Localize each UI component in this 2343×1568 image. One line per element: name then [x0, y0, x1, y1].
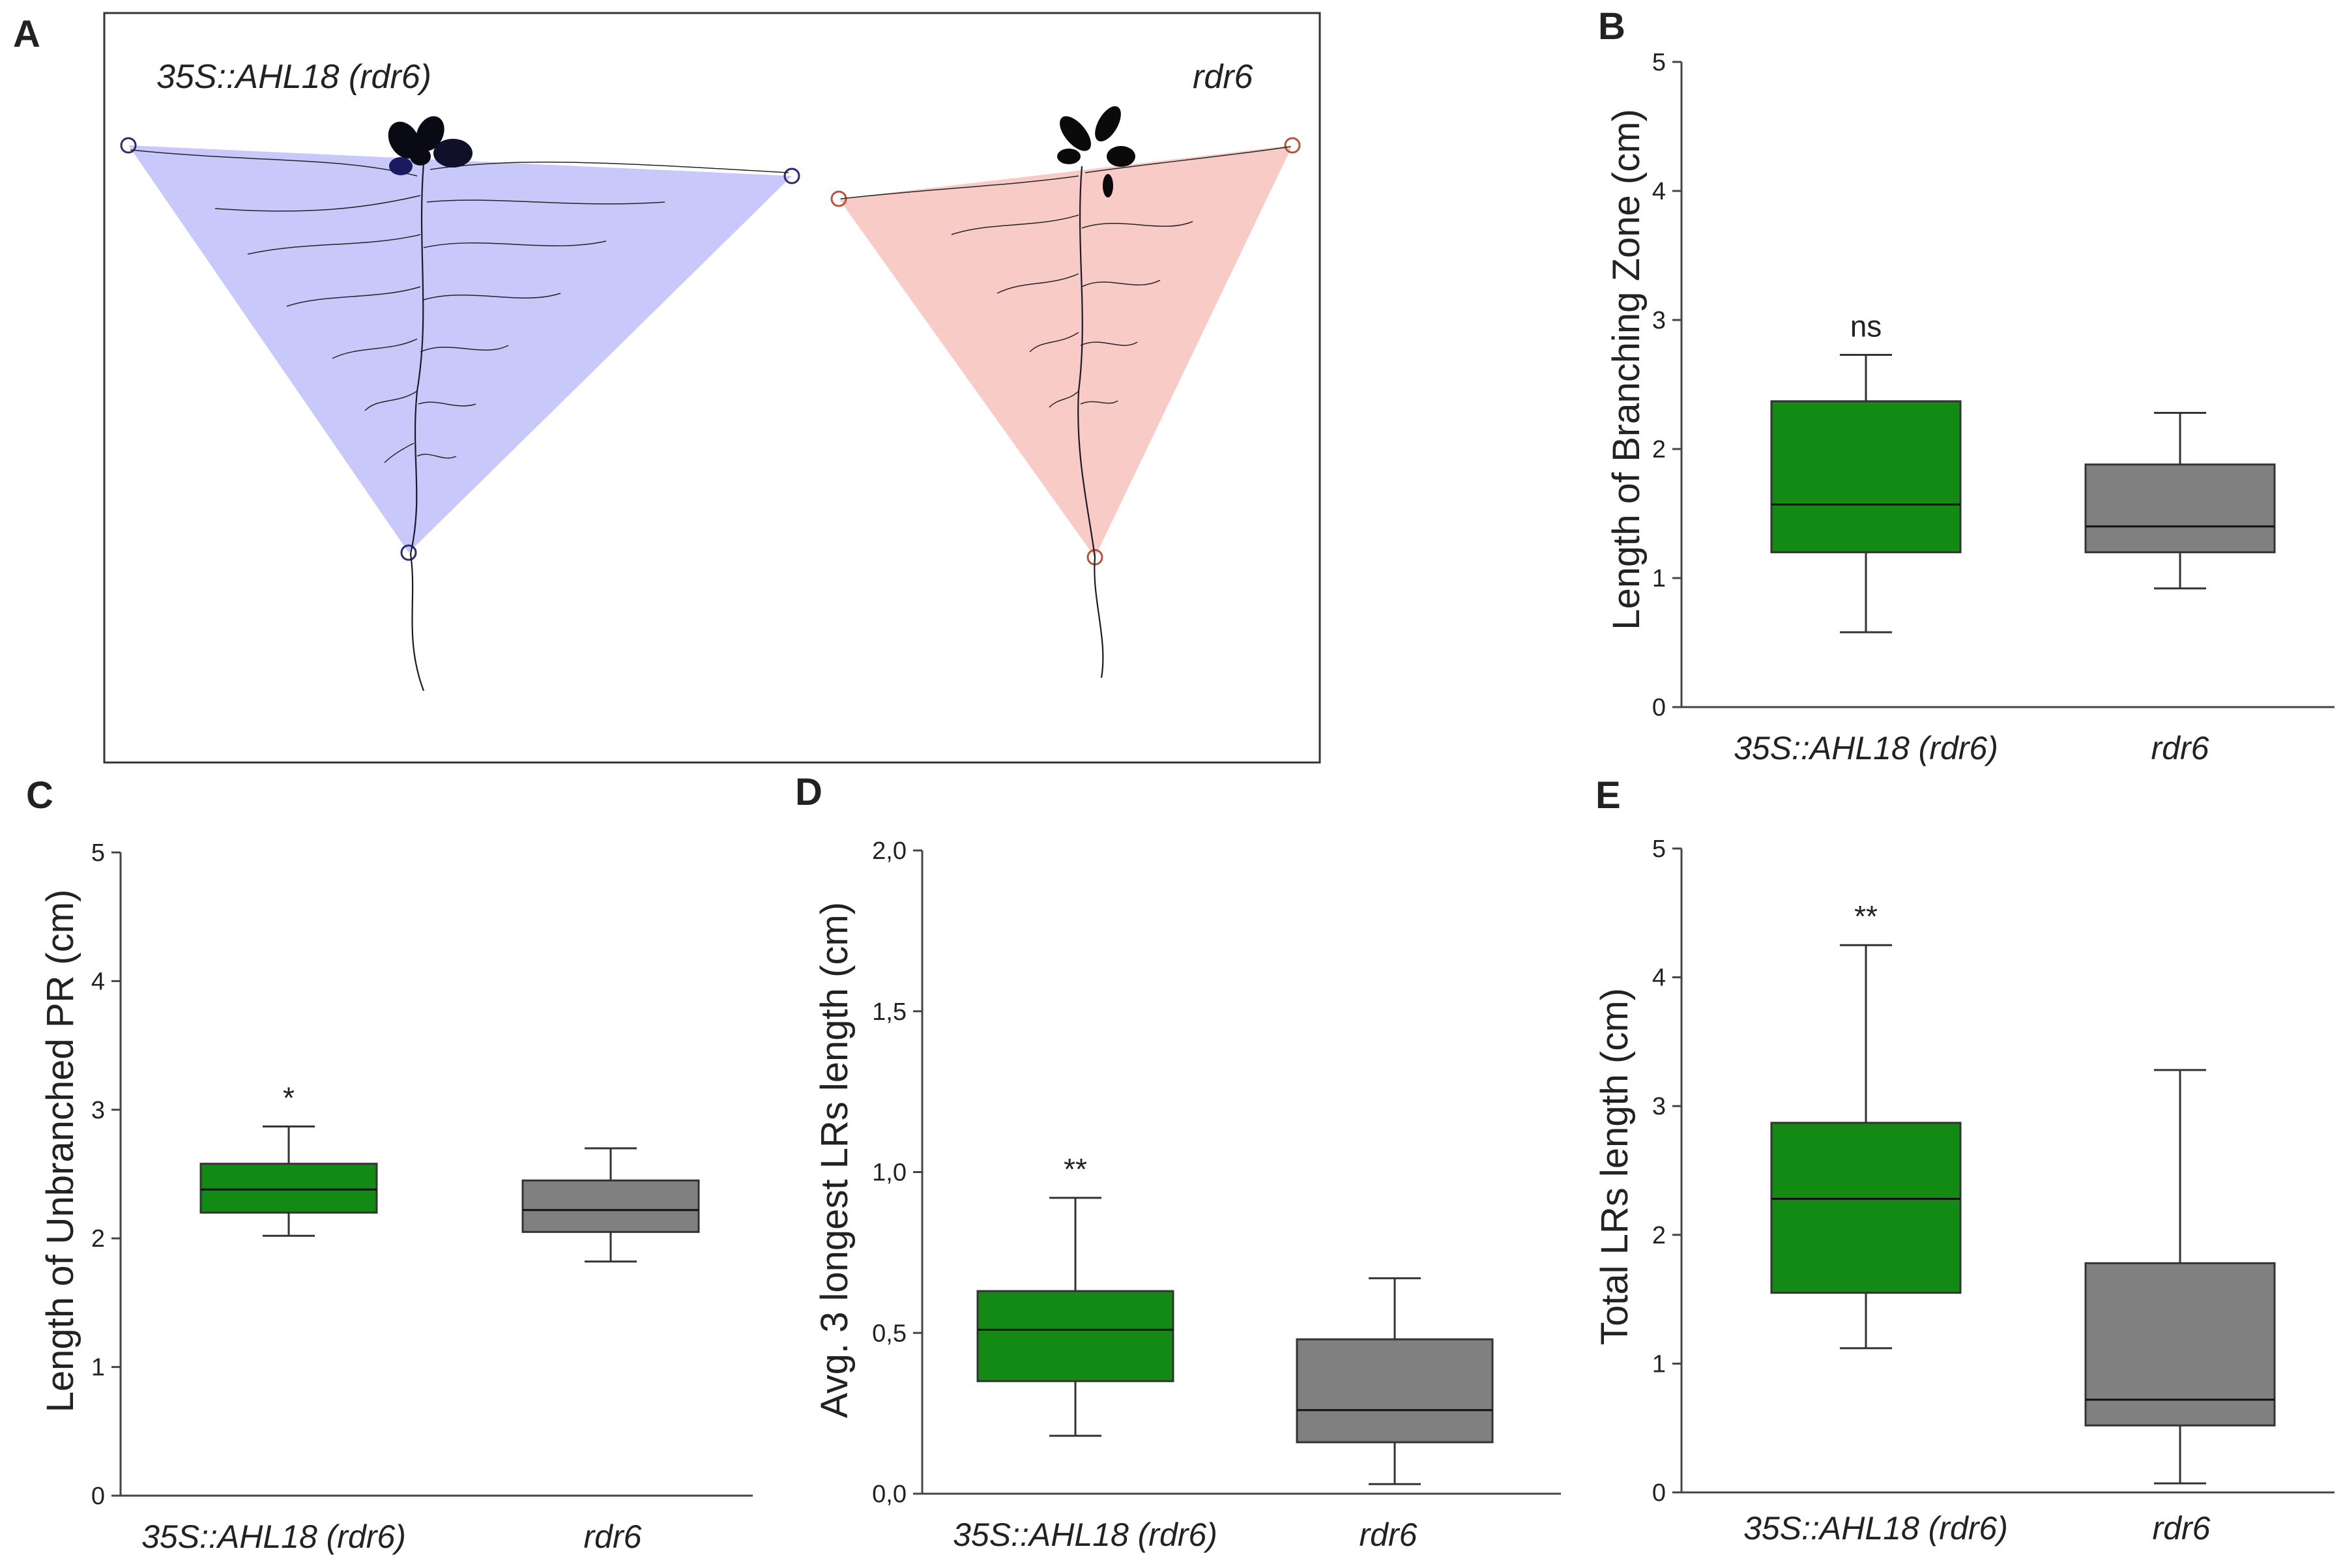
chart-c-box-ahl18: *: [199, 1081, 378, 1237]
chart-c-box-rdr6: [521, 1147, 700, 1263]
box-iqr: [199, 1163, 378, 1214]
chart-c-y-ticks: 0 1 2 3 4 5: [91, 839, 121, 1510]
chart-e-tick-label: 4: [1652, 965, 1666, 992]
panel-e: E Total LRs length (cm) 0 1 2 3 4 5 ** 35S::A…: [1594, 774, 2335, 1546]
panel-b: B Length of Branching Zone (cm) 0 1 2 3 4 5 n…: [1598, 5, 2335, 766]
chart-b-box-ahl18: ns: [1770, 309, 1962, 633]
chart-b-category-rdr6: rdr6: [2151, 730, 2209, 766]
chart-e-ylabel: Total LRs length (cm): [1594, 988, 1636, 1345]
chart-d-box-rdr6: [1296, 1277, 1494, 1485]
seedling-ahl18: [120, 116, 800, 691]
chart-b-category-ahl18: 35S::AHL18 (rdr6): [1734, 730, 1998, 766]
chart-c-tick-label: 0: [91, 1483, 105, 1510]
chart-c-tick-label: 2: [91, 1225, 105, 1253]
panel-letter-a: A: [13, 13, 40, 55]
chart-c-ylabel: Length of Unbranched PR (cm): [39, 890, 81, 1413]
chart-c-tick-label: 4: [91, 968, 105, 995]
significance-label: ns: [1850, 309, 1882, 343]
significance-label: **: [1854, 899, 1878, 933]
box-iqr: [976, 1290, 1174, 1382]
chart-e-category-rdr6: rdr6: [2153, 1510, 2211, 1546]
marker-rdr6-left: [830, 190, 847, 207]
chart-c-category-rdr6: rdr6: [584, 1518, 642, 1555]
chart-e-tick-label: 3: [1652, 1093, 1666, 1120]
chart-e-category-ahl18: 35S::AHL18 (rdr6): [1743, 1510, 2008, 1546]
marker-ahl18-right: [783, 167, 800, 184]
chart-b-y-ticks: 0 1 2 3 4 5: [1652, 49, 1681, 721]
chart-b-tick-label: 2: [1652, 436, 1666, 463]
panel-letter-b: B: [1598, 5, 1625, 48]
roots-rdr6: [840, 146, 1291, 678]
chart-b-tick-label: 5: [1652, 49, 1666, 76]
chart-b-ylabel: Length of Branching Zone (cm): [1605, 109, 1648, 630]
chart-e-y-ticks: 0 1 2 3 4 5: [1652, 835, 1681, 1507]
significance-label: *: [283, 1081, 295, 1114]
box-iqr: [1296, 1338, 1494, 1444]
photo-label-rdr6: rdr6: [1193, 58, 1253, 96]
significance-label: **: [1064, 1152, 1087, 1186]
chart-c-boxes: *: [199, 1081, 700, 1263]
chart-d-tick-label: 2,0: [872, 837, 907, 865]
seedling-rdr6: [830, 106, 1301, 678]
chart-c-tick-label: 1: [91, 1354, 105, 1382]
chart-b-box-rdr6: [2084, 412, 2276, 590]
chart-e-tick-label: 5: [1652, 835, 1666, 863]
box-iqr: [1770, 1122, 1962, 1294]
chart-d-tick-label: 0,0: [872, 1481, 907, 1508]
branching-triangle-rdr6: [839, 145, 1292, 557]
box-iqr: [2084, 1262, 2276, 1427]
chart-e-box-ahl18: **: [1770, 899, 1962, 1350]
chart-c-tick-label: 5: [91, 839, 105, 867]
chart-d-tick-label: 1,0: [872, 1159, 907, 1187]
panel-d: D Avg. 3 longest LRs length (cm) 0,0 0,5 1…: [795, 771, 1561, 1553]
rosette-rdr6: [1057, 106, 1135, 197]
chart-b-tick-label: 0: [1652, 694, 1666, 721]
chart-b-tick-label: 3: [1652, 307, 1666, 334]
marker-ahl18-left: [120, 137, 137, 154]
roots-ahl18: [130, 149, 789, 691]
panel-letter-e: E: [1595, 774, 1621, 817]
chart-d-box-ahl18: **: [976, 1152, 1174, 1437]
chart-b-tick-label: 4: [1652, 178, 1666, 205]
box-iqr: [1770, 400, 1962, 553]
chart-d-y-ticks: 0,0 0,5 1,0 1,5 2,0: [872, 837, 922, 1508]
rosette-ahl18: [388, 116, 473, 175]
panel-letter-c: C: [26, 774, 53, 817]
box-iqr: [2084, 463, 2276, 553]
chart-e-box-rdr6: [2084, 1069, 2276, 1485]
chart-d-category-rdr6: rdr6: [1360, 1517, 1418, 1553]
chart-e-tick-label: 1: [1652, 1350, 1666, 1378]
chart-b-boxes: ns: [1770, 309, 2276, 633]
chart-b-tick-label: 1: [1652, 565, 1666, 592]
chart-c-category-ahl18: 35S::AHL18 (rdr6): [141, 1518, 406, 1555]
chart-d-tick-label: 0,5: [872, 1320, 907, 1347]
chart-d-category-ahl18: 35S::AHL18 (rdr6): [953, 1517, 1217, 1553]
photo-label-ahl18: 35S::AHL18 (rdr6): [156, 58, 431, 96]
chart-e-tick-label: 0: [1652, 1479, 1666, 1507]
chart-d-tick-label: 1,5: [872, 998, 907, 1026]
chart-d-boxes: **: [976, 1152, 1494, 1485]
box-iqr: [521, 1179, 700, 1233]
panel-a: A 35S::AHL18 (rdr6) rdr6: [13, 12, 1321, 764]
chart-e-tick-label: 2: [1652, 1222, 1666, 1249]
chart-e-boxes: **: [1770, 899, 2276, 1485]
panel-letter-d: D: [795, 771, 822, 813]
chart-c-tick-label: 3: [91, 1097, 105, 1124]
marker-ahl18-bottom: [400, 544, 417, 561]
marker-rdr6-right: [1284, 137, 1301, 154]
chart-d-ylabel: Avg. 3 longest LRs length (cm): [813, 902, 856, 1418]
